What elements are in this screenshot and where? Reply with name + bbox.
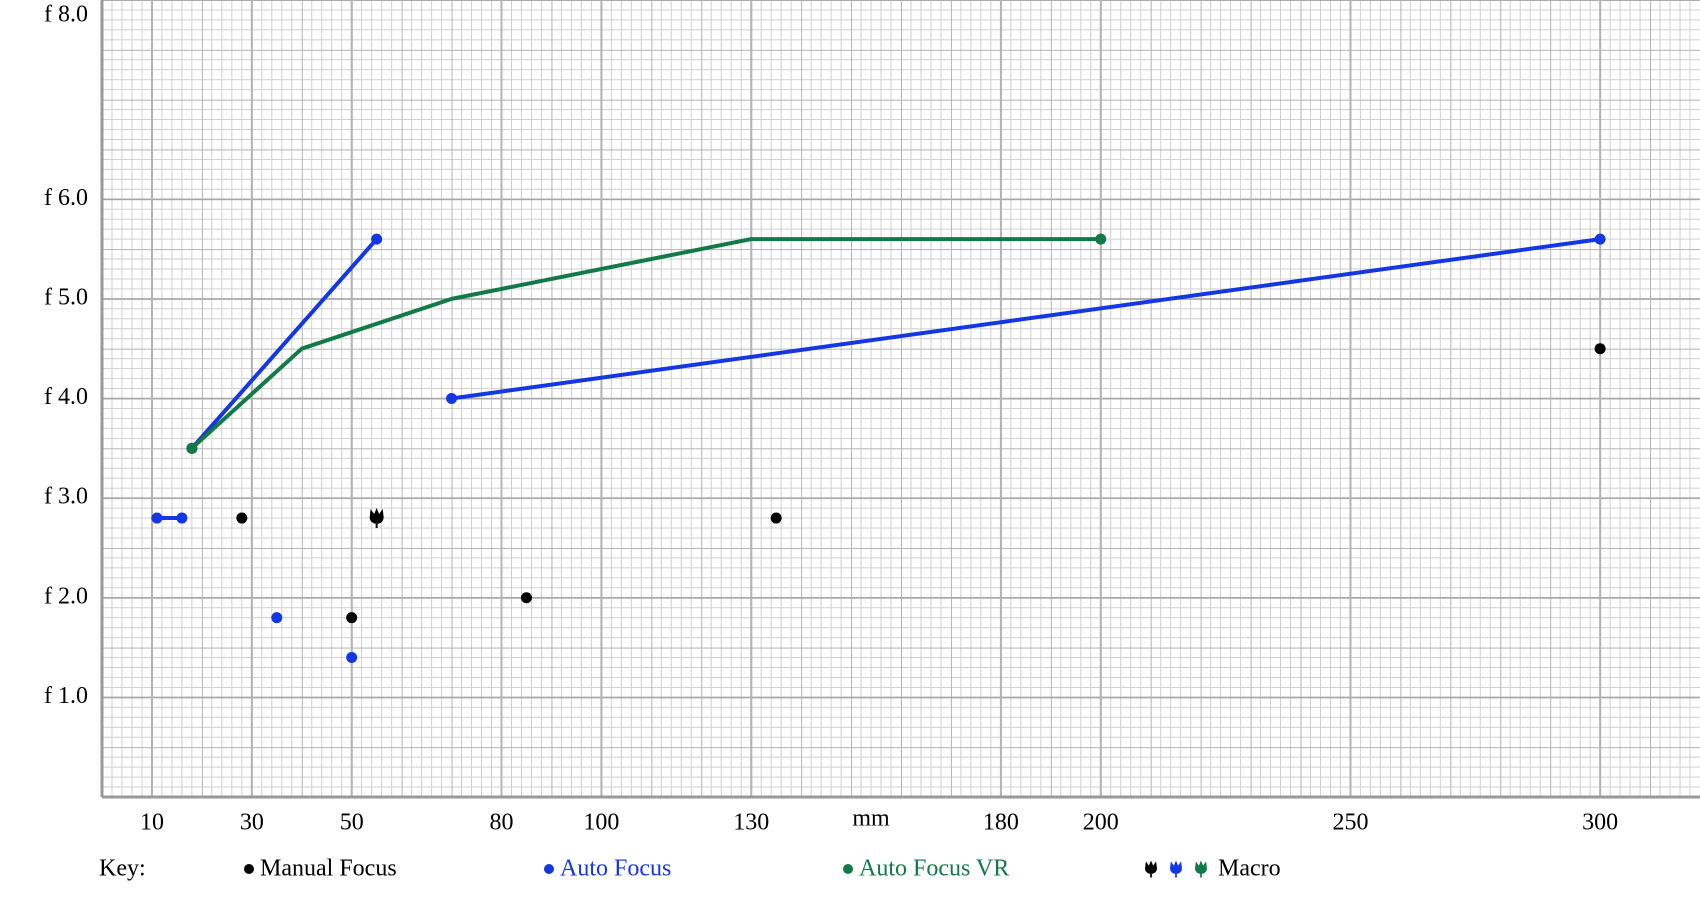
point [186,442,198,454]
x-tick-label: 250 [1332,810,1368,836]
macro-marker [369,508,384,529]
y-tick-label: f 1.0 [44,683,88,709]
point [236,512,248,524]
y-tick-label: f 8.0 [44,2,88,28]
legend-marker [1170,860,1182,878]
point [346,652,358,664]
point [770,512,782,524]
y-tick-label: f 6.0 [44,185,88,211]
legend-title: Key: [99,856,146,882]
point [446,393,458,404]
point [176,512,188,524]
x-tick-label: 300 [1582,810,1618,836]
legend-label: Manual Focus [260,856,397,882]
legend-marker [1145,860,1157,878]
point [271,612,283,624]
x-tick-label: 50 [340,810,364,836]
y-tick-label: f 5.0 [44,284,88,310]
x-tick-label: 80 [490,810,514,836]
x-tick-label: 100 [583,810,619,836]
point [371,233,383,245]
x-axis-label: mm [852,806,890,832]
y-tick-label: f 4.0 [44,384,88,410]
y-tick-label: f 2.0 [44,583,88,609]
point [151,512,163,524]
legend-marker [843,864,853,874]
point [1594,343,1606,355]
legend-label: Auto Focus [560,856,671,882]
legend-label: Auto Focus VR [859,856,1009,882]
point [346,612,358,624]
legend-marker [544,864,554,874]
x-tick-label: 30 [240,810,264,836]
y-tick-label: f 3.0 [44,484,88,510]
x-tick-label: 200 [1083,810,1119,836]
series-line [190,237,1101,450]
point [520,592,532,604]
legend-label: Macro [1218,856,1281,882]
point [1594,233,1606,245]
x-tick-label: 130 [733,810,769,836]
x-tick-label: 180 [983,810,1019,836]
x-tick-label: 10 [140,810,164,836]
legend-marker [1195,860,1207,878]
point [1095,233,1107,245]
legend-marker [244,864,254,874]
